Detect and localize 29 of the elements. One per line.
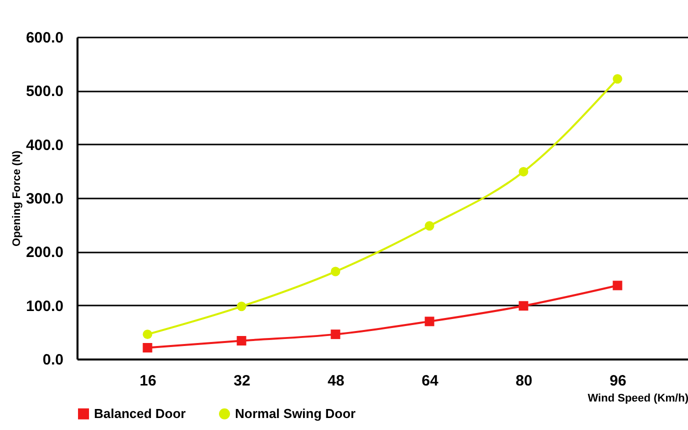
point (518, 166, 528, 176)
x-tick-label: 16 (140, 372, 156, 390)
point (236, 336, 246, 346)
y-tick-label: 500.0 (26, 83, 64, 100)
legend-label: Normal Swing Door (235, 406, 356, 421)
y-tick-label: 400.0 (26, 136, 64, 154)
point (612, 280, 622, 290)
x-tick-label: 80 (516, 372, 532, 390)
y-tick-label: 600.0 (26, 30, 64, 46)
point (518, 301, 528, 311)
point (142, 330, 152, 340)
x-tick-label: 48 (328, 372, 344, 390)
point (142, 342, 152, 352)
point (330, 266, 340, 276)
x-tick-label: 64 (422, 372, 439, 390)
legend-label: Balanced Door (94, 406, 186, 421)
point (330, 330, 340, 340)
y-tick-label: 0.0 (42, 352, 64, 368)
point (424, 316, 434, 326)
x-tick-label: 32 (234, 372, 250, 390)
point (424, 221, 434, 231)
x-axis-title: Wind Speed (Km/h) (588, 392, 688, 404)
y-tick-label: 300.0 (26, 190, 64, 208)
point (236, 302, 246, 312)
y-tick-label: 100.0 (26, 298, 64, 315)
x-tick-label: 96 (610, 372, 626, 390)
y-axis-title: Opening Force (N) (10, 150, 23, 246)
y-tick-label: 200.0 (26, 244, 64, 262)
point (612, 74, 622, 84)
